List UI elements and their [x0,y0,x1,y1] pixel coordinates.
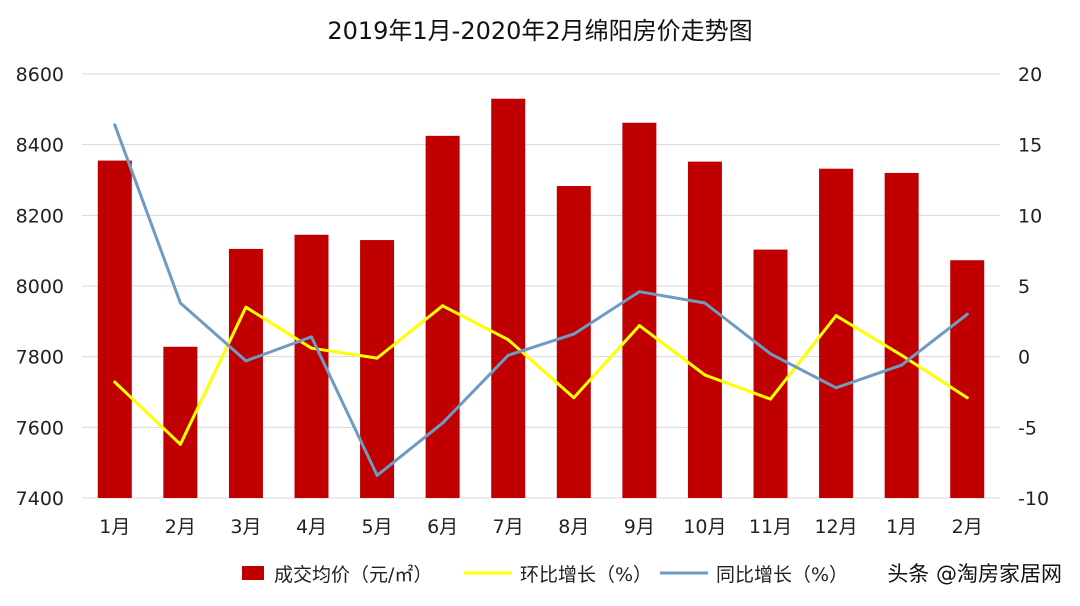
left-tick-label: 7400 [16,488,64,510]
bar-avg-price [97,160,132,499]
line-mom-growth [113,304,969,446]
x-tick-label: 7月 [493,516,524,538]
point-mom-growth [113,380,117,384]
bar-avg-price [950,260,985,498]
point-yoy-growth [506,353,510,357]
bar-avg-price [687,161,722,499]
point-yoy-growth [572,332,576,336]
legend-label-mom: 环比增长（%） [520,564,652,586]
point-yoy-growth [834,386,838,390]
point-yoy-growth [310,335,313,339]
x-tick-label: 2月 [165,516,196,538]
point-yoy-growth [441,421,445,425]
left-tick-label: 7800 [16,347,64,369]
x-tick-label: 12月 [814,516,857,538]
x-tick-label: 8月 [558,516,589,538]
point-mom-growth [310,346,313,350]
right-tick-label: 10 [1018,205,1042,227]
point-yoy-growth [637,290,641,294]
bar-avg-price [556,186,591,499]
line-yoy-growth [113,123,969,477]
point-mom-growth [965,396,969,400]
point-mom-growth [769,397,772,401]
bar-avg-price [753,249,788,498]
x-tick-label: 2月 [952,516,983,538]
right-tick-label: 5 [1018,276,1030,298]
chart-title: 2019年1月-2020年2月绵阳房价走势图 [327,17,752,45]
gridlines [82,73,1000,499]
point-mom-growth [178,442,182,446]
x-tick-label: 5月 [362,516,393,538]
point-yoy-growth [375,473,379,477]
x-tick-label: 4月 [296,516,327,538]
bar-avg-price [622,122,657,498]
line-series [113,123,969,477]
bar-avg-price [360,240,395,499]
bar-avg-price [884,172,919,498]
bar-avg-price [294,234,329,498]
x-tick-label: 6月 [427,516,458,538]
right-tick-label: -10 [1018,488,1049,510]
legend-label-yoy: 同比增长（%） [716,564,848,586]
right-axis-ticks: -10 -5 0 5 10 15 20 [1018,64,1049,510]
legend-swatch-bar [242,566,264,580]
right-tick-label: -5 [1018,417,1037,439]
left-axis-ticks: 7400 7600 7800 8000 8200 8400 8600 [16,64,64,510]
point-yoy-growth [769,352,772,356]
x-tick-label: 1月 [886,516,917,538]
left-tick-label: 7600 [16,417,64,439]
point-mom-growth [441,304,445,308]
left-tick-label: 8400 [16,135,64,157]
point-yoy-growth [703,301,707,305]
point-mom-growth [703,373,707,377]
point-mom-growth [637,324,641,328]
left-tick-label: 8600 [16,64,64,86]
x-tick-label: 10月 [683,516,726,538]
right-tick-label: 20 [1018,64,1042,86]
legend: 成交均价（元/㎡） 环比增长（%） 同比增长（%） [242,563,848,586]
right-tick-label: 15 [1018,135,1042,157]
point-yoy-growth [113,123,117,127]
legend-label-avg-price: 成交均价（元/㎡） [274,563,432,586]
x-tick-label: 9月 [624,516,655,538]
point-yoy-growth [178,301,182,305]
x-tick-label: 11月 [749,516,792,538]
bar-avg-price [491,98,526,498]
point-mom-growth [900,353,904,357]
point-yoy-growth [900,363,904,367]
point-mom-growth [506,338,510,342]
bar-avg-price [819,168,854,498]
point-mom-growth [375,356,379,360]
bar-series [97,98,985,499]
point-yoy-growth [244,359,248,363]
point-mom-growth [244,305,248,309]
right-tick-label: 0 [1018,347,1030,369]
point-mom-growth [572,396,576,400]
bar-avg-price [425,135,460,499]
watermark-credit: 头条 @淘房家居网 [887,562,1062,586]
left-tick-label: 8000 [16,276,64,298]
point-yoy-growth [965,312,969,316]
x-axis-ticks: 1月 2月 3月 4月 5月 6月 7月 8月 9月 10月 11月 12月 1月 2月 [99,516,983,538]
left-tick-label: 8200 [16,205,64,227]
x-tick-label: 3月 [230,516,261,538]
x-tick-label: 1月 [99,516,130,538]
bar-avg-price [228,248,263,498]
point-mom-growth [834,314,838,318]
